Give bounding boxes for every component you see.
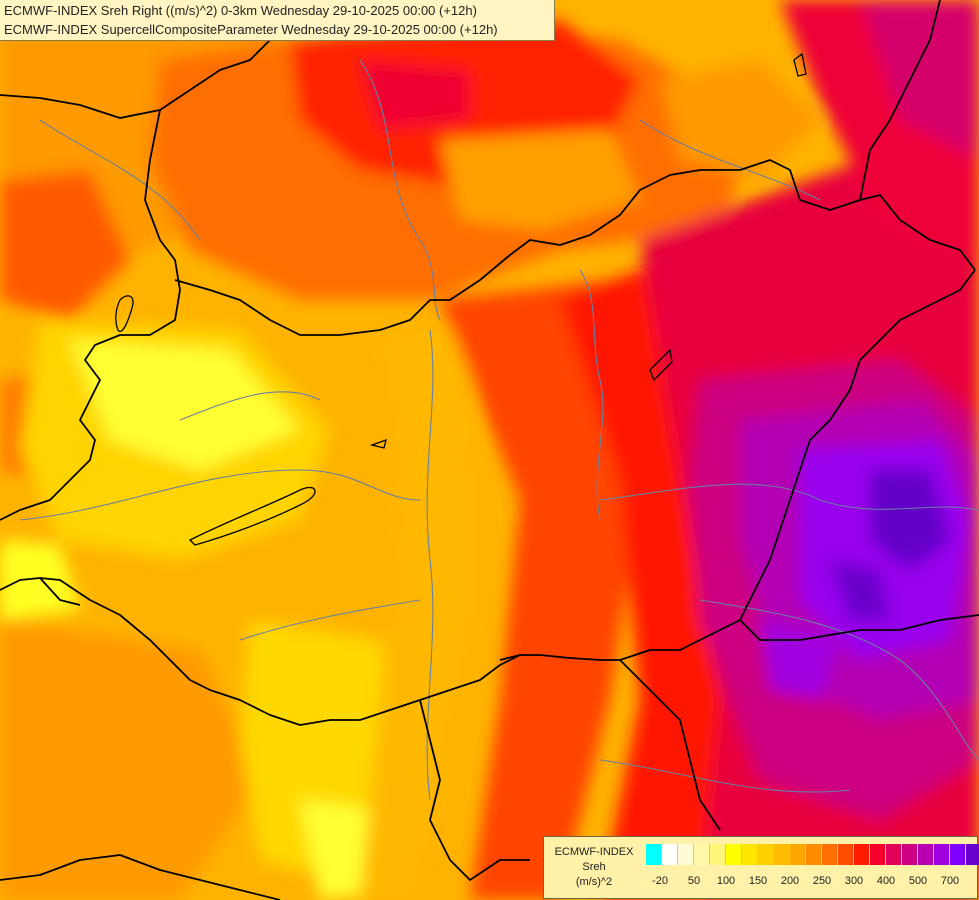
legend-tick: 500	[908, 875, 928, 887]
lake-small-1	[369, 438, 387, 449]
river-8	[359, 59, 441, 321]
legend-tick: 700	[940, 875, 960, 887]
legend-swatch-8	[774, 844, 790, 865]
lakes	[115, 52, 807, 546]
rivers	[19, 59, 979, 801]
border-sk-hu	[174, 159, 976, 336]
river-1	[19, 469, 421, 521]
field-amber-n	[440, 130, 640, 230]
river-5	[579, 269, 604, 521]
legend-swatch-3	[694, 844, 710, 865]
border-s2	[419, 699, 530, 881]
lake-small-2	[649, 348, 673, 382]
legend-swatch-14	[870, 844, 886, 865]
border-sw-spur	[39, 577, 81, 606]
legend-swatch-5	[726, 844, 742, 865]
legend-tick: 250	[812, 875, 832, 887]
legend-swatch-20	[966, 844, 979, 865]
legend-tick: 150	[748, 875, 768, 887]
legend-swatch-17	[918, 844, 934, 865]
river-6	[699, 599, 979, 761]
legend-swatch-6	[742, 844, 758, 865]
legend-tick: 100	[716, 875, 736, 887]
river-7	[239, 599, 421, 641]
river-9	[639, 119, 821, 201]
legend-tick: 400	[876, 875, 896, 887]
lake-small-3	[793, 52, 807, 77]
legend-label: ECMWF-INDEX Sreh (m/s)^2	[544, 837, 644, 898]
river-2	[426, 329, 434, 801]
legend-variable: Sreh	[582, 861, 606, 873]
legend-swatch-13	[854, 844, 870, 865]
border-w1	[0, 109, 181, 521]
legend-tick: 200	[780, 875, 800, 887]
color-legend: ECMWF-INDEX Sreh (m/s)^2 -20 50 100 150 200 2…	[543, 836, 979, 899]
border-hu-south	[0, 269, 976, 726]
legend-swatches	[646, 844, 979, 865]
title-line-1: ECMWF-INDEX Sreh Right ((m/s)^2) 0-3km W…	[4, 3, 477, 18]
legend-swatch-11	[822, 844, 838, 865]
legend-swatch-16	[902, 844, 918, 865]
field-red-orange-w	[0, 170, 130, 320]
title-line-2: ECMWF-INDEX SupercellCompositeParameter …	[4, 22, 498, 37]
border-s-spur	[499, 654, 521, 661]
legend-swatch-15	[886, 844, 902, 865]
legend-swatch-0	[646, 844, 662, 865]
field-amber-ne	[660, 60, 820, 180]
border-sw-bottom	[0, 854, 281, 900]
legend-swatch-18	[934, 844, 950, 865]
lake-neusiedl	[115, 295, 134, 333]
legend-swatch-9	[790, 844, 806, 865]
legend-swatch-10	[806, 844, 822, 865]
legend-swatch-4	[710, 844, 726, 865]
field-yellow-light	[70, 340, 300, 470]
field-magenta-ne	[860, 0, 979, 160]
map-title-box: ECMWF-INDEX Sreh Right ((m/s)^2) 0-3km W…	[0, 0, 555, 41]
legend-swatch-19	[950, 844, 966, 865]
legend-unit: (m/s)^2	[575, 876, 613, 888]
field-red-orange-e	[440, 280, 640, 900]
border-se	[739, 614, 979, 641]
field-amber-c	[360, 330, 480, 900]
legend-swatch-2	[678, 844, 694, 865]
field-indigo-se2	[830, 560, 890, 620]
legend-swatch-7	[758, 844, 774, 865]
border-ne	[859, 0, 941, 201]
legend-swatch-1	[662, 844, 678, 865]
lake-balaton	[188, 486, 316, 546]
river-10	[39, 119, 201, 241]
legend-tick: -20	[652, 875, 668, 887]
legend-tick: 300	[844, 875, 864, 887]
legend-swatch-12	[838, 844, 854, 865]
field-orange-sw	[0, 620, 260, 900]
legend-ticks: -20 50 100 150 200 250 300 400 500 700	[646, 875, 976, 891]
field-indigo-se	[870, 470, 950, 570]
legend-tick: 50	[687, 875, 701, 887]
legend-source: ECMWF-INDEX	[554, 846, 634, 858]
river-11	[599, 759, 851, 793]
river-3	[179, 391, 321, 421]
field-crimson-n	[360, 60, 470, 130]
river-4	[599, 483, 979, 511]
border-ro-rs	[619, 659, 721, 831]
